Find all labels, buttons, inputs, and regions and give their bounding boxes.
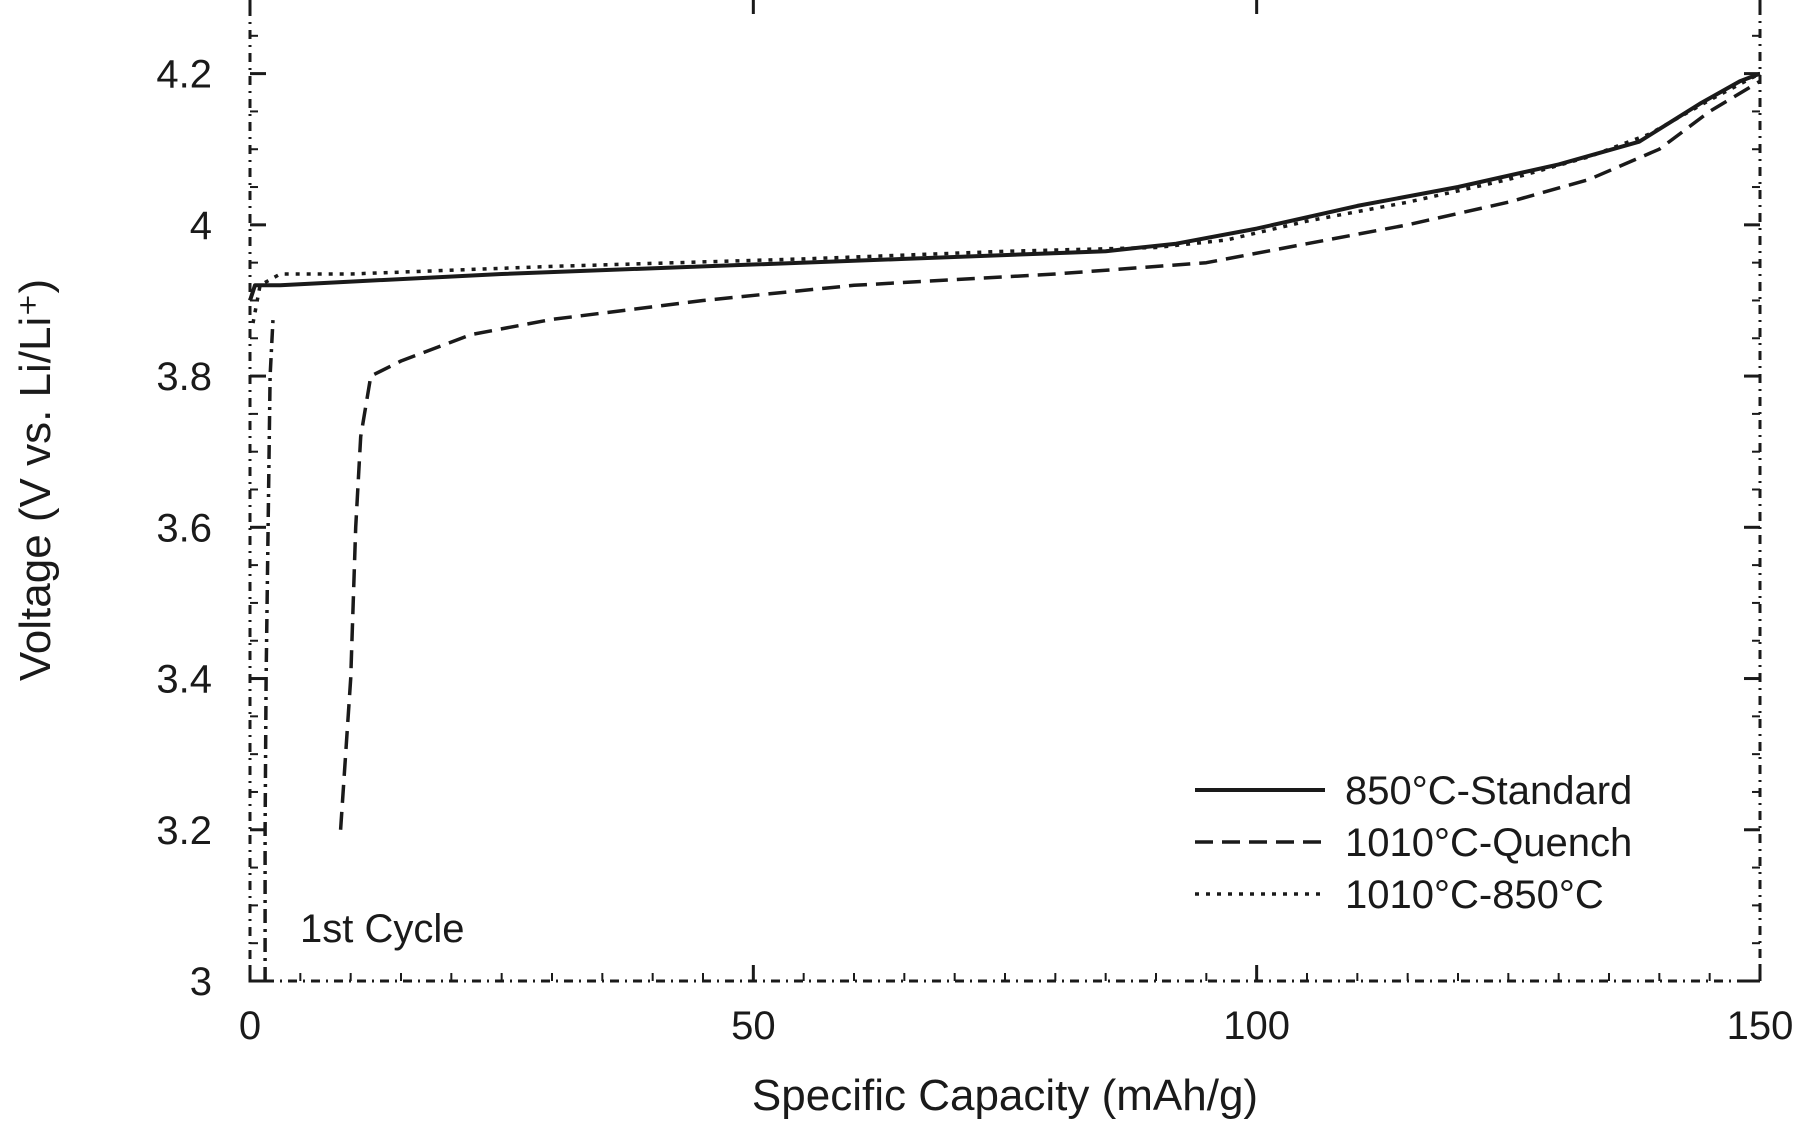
x-tick-label: 150 [1727,1004,1794,1048]
series-layer [248,71,1761,981]
y-tick-label: 3.8 [156,355,212,399]
y-axis: 3 3.2 3.4 3.6 3.8 4 4.2 [156,34,1760,1004]
x-tick-label: 0 [239,1004,261,1048]
y-tick-label: 3.2 [156,809,212,853]
plot-area [248,0,1762,983]
x-tick-label: 50 [731,1004,776,1048]
y-tick-label: 4 [190,204,212,248]
legend: 850°C-Standard 1010°C-Quench 1010°C-850°C [1195,769,1632,917]
y-tick-label: 3.4 [156,658,212,702]
y-tick-label: 4.2 [156,53,212,97]
y-tick-label: 3 [190,960,212,1004]
x-tick-label: 100 [1223,1004,1290,1048]
y-tick-label: 3.6 [156,506,212,550]
cycle-annotation: 1st Cycle [300,907,465,951]
legend-label: 850°C-Standard [1345,769,1632,813]
series-line-1010-c-quench [338,79,1761,830]
series-line-3 [263,315,275,981]
y-axis-label: Voltage (V vs. Li/Li⁺) [11,279,60,681]
legend-label: 1010°C-Quench [1345,821,1632,865]
x-axis-label: Specific Capacity (mAh/g) [752,1071,1258,1120]
legend-label: 1010°C-850°C [1345,873,1604,917]
x-axis: 0 50 100 150 [239,0,1794,1048]
